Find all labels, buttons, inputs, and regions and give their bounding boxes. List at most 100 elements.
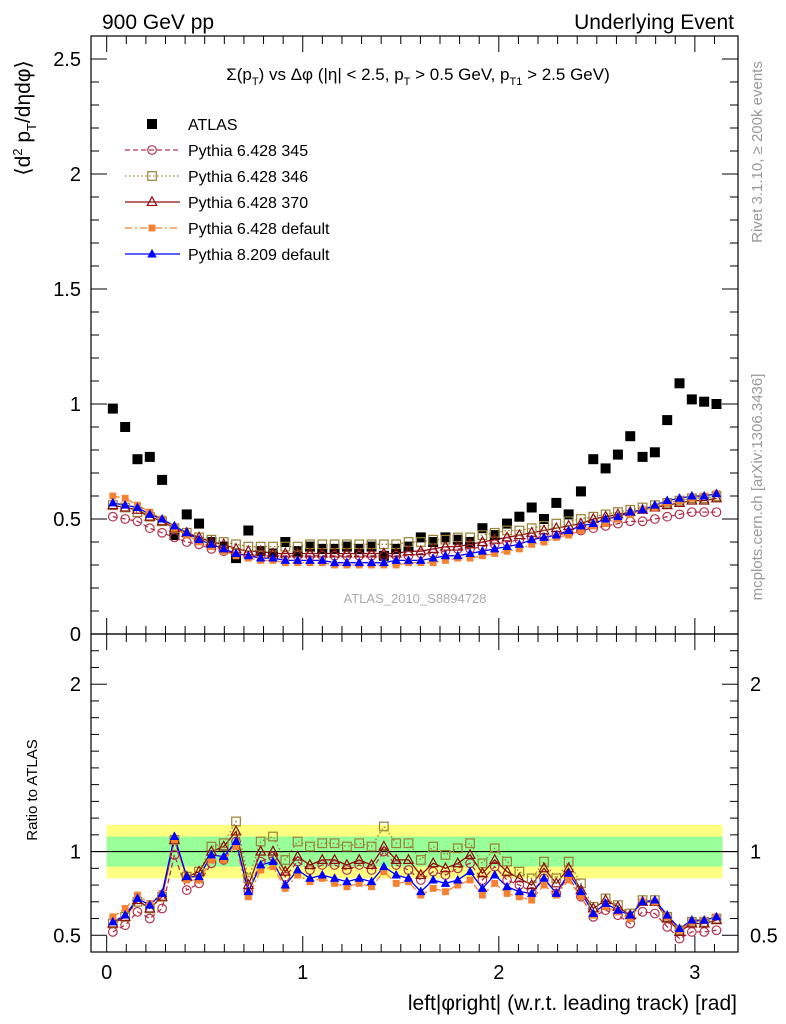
main-ytick-label-1: 0.5 [53,509,81,531]
legend-label-p346: Pythia 6.428 346 [188,169,308,186]
ratio-point-p8def-24 [403,873,414,882]
point-atlas-45 [662,415,673,426]
ratio-point-p8def-2 [132,893,143,902]
ratio-point-p6def-30 [478,891,486,899]
point-p370-25 [415,544,427,556]
ratio-point-p8def-21 [366,876,377,886]
legend-marker-p345 [147,145,157,155]
ratio-point-p370-13 [267,845,279,856]
point-p8def-9 [218,543,229,553]
ratio-ytick-label-1: 1 [70,842,81,864]
ratio-point-p345-19 [341,865,352,875]
rivet-label: Rivet 3.1.10, ≥ 200k events [749,61,766,243]
ratio-point-p6def-29 [466,876,474,884]
ratio-point-p345-48 [699,927,710,937]
point-p346-15 [292,541,303,552]
svg-text:⟨d2 pT/dηdφ⟩: ⟨d2 pT/dηdφ⟩ [10,60,39,175]
ratio-point-p8def-16 [305,873,315,882]
point-p8def-46 [674,493,685,502]
point-p8def-11 [243,550,254,560]
point-p6def-0 [109,492,117,500]
ratio-point-p346-20 [354,838,365,849]
point-p8def-32 [502,541,512,551]
ratio-point-p346-21 [366,841,377,852]
ratio-point-p6def-31 [491,879,499,887]
ratio-point-p346-34 [526,873,537,884]
ratio-point-p6def-19 [343,883,351,891]
legend-marker-p8def [147,248,157,258]
ratio-point-p370-10 [230,825,242,836]
point-p370-31 [488,533,501,544]
ratio-bands [91,824,738,879]
point-p370-32 [501,530,513,542]
point-p370-29 [464,537,476,549]
point-p370-33 [513,528,526,540]
point-p346-30 [477,530,488,540]
point-p345-5 [169,532,180,543]
point-atlas-42 [625,431,636,442]
point-atlas-41 [612,449,623,460]
point-p8def-42 [625,506,635,516]
ratio-point-p346-15 [292,836,303,847]
point-p6def-33 [515,545,523,553]
legend-label-atlas: ATLAS [188,117,238,134]
point-p370-20 [353,547,365,558]
ratio-point-p346-36 [551,873,562,884]
point-atlas-4 [157,474,168,485]
ratio-ytick-label-right-2: 2 [750,674,761,696]
point-p345-0 [107,511,118,522]
legend-label-p6def: Pythia 6.428 default [188,221,330,238]
ratio-point-p345-47 [686,927,697,937]
point-atlas-7 [194,518,205,529]
ratio-point-p6def-38 [577,893,585,901]
main-ytick-label-4: 2 [70,164,81,186]
ratio-point-p6def-15 [294,871,302,879]
legend-label-p8def: Pythia 8.209 default [188,247,330,264]
point-p345-49 [711,507,722,517]
ratio-point-p345-28 [452,863,463,874]
ratio-point-p8def-43 [637,896,648,906]
ratio-xtick-label-3: 3 [689,962,700,984]
point-atlas-6 [181,509,192,520]
ratio-point-p8def-41 [613,904,623,914]
ratio-point-p345-5 [169,850,180,860]
ratio-point-p6def-32 [503,889,511,897]
ratio-point-p346-23 [391,838,402,849]
ratio-point-p8def-25 [416,886,426,896]
point-p6def-31 [491,550,499,557]
point-p370-49 [710,491,723,503]
ratio-point-p8def-22 [379,861,389,871]
watermark: ATLAS_2010_S8894728 [344,591,487,606]
point-p8def-17 [317,555,328,564]
point-atlas-36 [551,497,562,508]
ratio-point-p8def-44 [650,894,660,904]
ratio-point-p8def-18 [329,873,340,882]
ratio-point-p346-35 [539,856,549,867]
point-atlas-33 [514,511,525,522]
main-ytick-label-0: 0 [70,624,81,646]
point-atlas-19 [341,541,352,552]
point-p8def-24 [403,555,414,564]
ratio-point-p370-26 [427,856,439,868]
ratio-point-p8def-36 [551,888,562,897]
point-p345-47 [686,507,697,517]
point-atlas-43 [637,451,648,462]
point-p370-30 [476,535,489,547]
ratio-point-p370-9 [217,840,230,851]
ratio-point-p345-3 [144,913,155,924]
point-p8def-31 [489,543,500,553]
point-p8def-43 [637,504,648,514]
point-p370-24 [402,544,415,556]
ratio-point-p8def-48 [699,915,709,924]
ratio-point-p8def-8 [206,849,217,859]
ratio-point-p346-25 [415,855,426,865]
point-p8def-26 [428,552,438,562]
point-p370-27 [439,540,452,551]
ratio-point-p370-22 [378,840,390,851]
ratio-point-p6def-23 [392,879,400,887]
point-atlas-40 [600,463,611,474]
ratio-point-p8def-49 [711,911,722,921]
ratio-point-p346-17 [317,838,328,849]
point-p345-1 [120,514,131,524]
point-p370-26 [427,542,439,553]
